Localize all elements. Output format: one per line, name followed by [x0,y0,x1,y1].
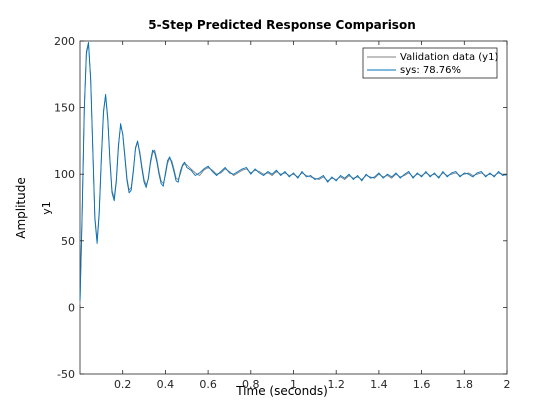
x-tick-label: 0.6 [199,378,217,391]
y-tick-label: 100 [54,168,75,181]
y-tick-label: -50 [57,368,75,381]
y-tick-label: 150 [54,102,75,115]
x-tick-label: 2 [504,378,511,391]
y-axis-label: Amplitude [14,177,28,239]
legend-entry-validation: Validation data (y1) [400,52,498,63]
legend-entry-sys: sys: 78.76% [400,65,461,76]
y-tick-label: 50 [61,235,75,248]
ticks-layer: 0.2 0.4 0.6 0.8 1 1.2 1.4 1.6 1.8 2 -50 0 50 100 150 20… [54,35,511,391]
series-layer [79,41,508,305]
x-tick-label: 1.6 [413,378,431,391]
x-tick-label: 1 [290,378,297,391]
x-tick-label: 1.8 [456,378,474,391]
x-tick-label: 0.8 [242,378,260,391]
output-channel-label: y1 [40,201,53,215]
plot-area: 0.2 0.4 0.6 0.8 1 1.2 1.4 1.6 1.8 2 -50 0 50 100 150 20… [54,35,511,391]
legend-box [362,47,498,79]
y-tick-label: 0 [68,301,75,314]
axes-box [79,40,508,375]
chart-title: 5-Step Predicted Response Comparison [148,18,416,32]
x-tick-label: 0.2 [114,378,132,391]
x-tick-label: 1.2 [327,378,345,391]
series-line-sys [79,41,508,301]
x-axis-label: Time (seconds) [235,384,328,398]
x-tick-label: 0.4 [157,378,175,391]
legend[interactable]: Validation data (y1) sys: 78.76% [362,47,498,79]
y-tick-label: 200 [54,35,75,48]
x-tick-label: 1.4 [370,378,388,391]
